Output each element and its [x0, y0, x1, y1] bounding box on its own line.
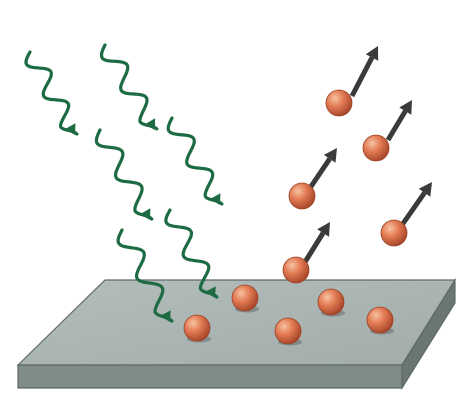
surface-electron [274, 317, 302, 345]
ejected-electron [288, 182, 316, 210]
emission-arrowhead [418, 182, 432, 197]
light-wave-arrowhead [65, 123, 76, 135]
emission-arrow-shaft [399, 191, 427, 227]
light-wave [164, 208, 219, 299]
light-wave [116, 228, 174, 323]
emission-arrow-shaft [307, 157, 332, 190]
plate-front-face [17, 364, 403, 389]
ejected-electron [380, 219, 408, 247]
ejected-electron [282, 256, 310, 284]
emission-arrowhead [399, 100, 412, 115]
ejected-electron [362, 134, 390, 162]
light-wave-arrowhead [139, 208, 151, 220]
plate-side-face [401, 277, 456, 391]
surface-electron [317, 288, 345, 316]
incoming-light-waves [24, 43, 224, 323]
ejected-electron [325, 89, 353, 117]
emission-arrow-shaft [302, 231, 326, 264]
light-wave [24, 50, 79, 136]
emission-arrow-shaft [349, 56, 375, 98]
emission-arrow-shaft [385, 109, 408, 142]
surface-electron [231, 284, 259, 312]
surface-electron [183, 314, 211, 342]
electrons [183, 89, 408, 346]
light-wave-arrowhead [209, 193, 221, 205]
emission-arrowhead [317, 222, 330, 237]
light-wave-arrowhead [144, 118, 156, 130]
emission-arrowhead [323, 148, 337, 163]
emission-arrowhead [365, 46, 379, 61]
surface-electron [366, 306, 394, 334]
metal-plate [16, 277, 457, 391]
emission-arrows [302, 46, 432, 264]
light-wave [99, 43, 159, 131]
light-wave [166, 116, 224, 206]
light-wave-arrowhead [205, 286, 216, 298]
light-wave [94, 128, 154, 221]
light-wave-arrowhead [160, 310, 171, 322]
